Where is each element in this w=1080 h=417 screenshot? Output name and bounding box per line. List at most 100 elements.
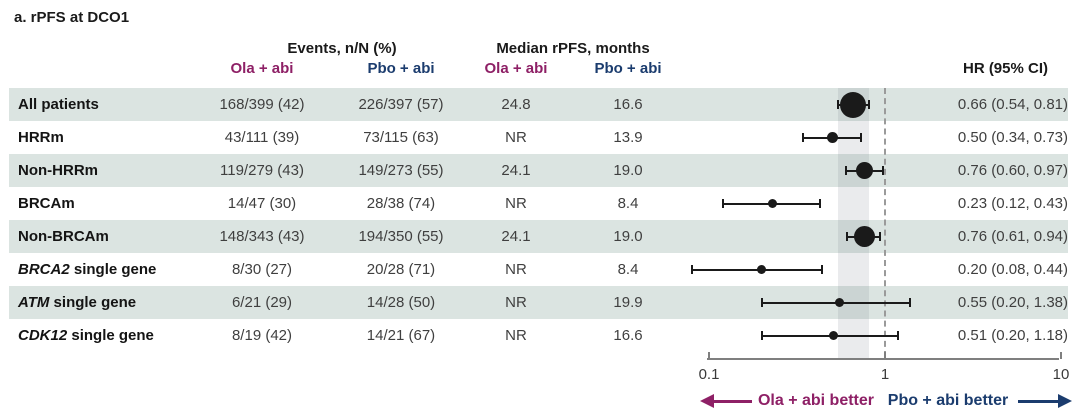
hr-marker	[855, 162, 873, 179]
overall-ci-shaded-band	[837, 88, 869, 360]
ci-cap-low	[836, 100, 839, 109]
events-ola-cell: 168/399 (42)	[219, 96, 305, 113]
events-ola-cell: 8/19 (42)	[231, 327, 293, 344]
ci-cap-low	[844, 166, 847, 175]
row-label: BRCAm	[18, 195, 75, 212]
ci-cap-low	[690, 265, 693, 274]
pbo-better-arrow-icon	[1018, 394, 1072, 408]
table-row-background	[9, 154, 1068, 187]
ci-cap-high	[867, 100, 870, 109]
row-label: ATM single gene	[18, 294, 137, 311]
median-ola-cell: NR	[505, 261, 527, 278]
ola-better-label: Ola + abi better	[757, 392, 875, 409]
ci-cap-low	[760, 331, 763, 340]
median-ola-cell: NR	[505, 294, 527, 311]
left-arrowhead-icon	[700, 394, 714, 408]
row-label: BRCA2 single gene	[18, 261, 157, 278]
median-group-header: Median rPFS, months	[496, 40, 650, 57]
ci-line	[691, 268, 823, 271]
hr-ci-cell: 0.76 (0.61, 0.94)	[957, 228, 1068, 245]
hr-column-header: HR (95% CI)	[962, 60, 1048, 77]
hr-marker	[768, 199, 778, 208]
table-row-background	[9, 88, 1068, 121]
hr-ci-cell: 0.51 (0.20, 1.18)	[957, 327, 1068, 344]
median-pbo-cell: 19.0	[613, 228, 643, 245]
ci-cap-high	[881, 166, 884, 175]
hr-marker	[757, 265, 767, 274]
axis-tick	[884, 352, 886, 359]
ci-cap-low	[846, 232, 849, 241]
gene-name-italic: BRCA2	[18, 261, 70, 278]
table-row-background	[9, 220, 1068, 253]
row-label: HRRm	[18, 129, 64, 146]
gene-name-italic: ATM	[18, 294, 50, 311]
ci-cap-high	[896, 331, 899, 340]
figure-title: a. rPFS at DCO1	[14, 9, 130, 26]
median-ola-cell: 24.1	[501, 228, 531, 245]
hr-ci-cell: 0.76 (0.60, 0.97)	[957, 162, 1068, 179]
events-ola-cell: 43/111 (39)	[224, 129, 300, 146]
right-arrow-shaft	[1018, 399, 1058, 403]
events-ola-cell: 14/47 (30)	[227, 195, 297, 212]
events-pbo-cell: 194/350 (55)	[358, 228, 444, 245]
events-pbo-header: Pbo + abi	[367, 60, 435, 77]
median-ola-cell: NR	[505, 129, 527, 146]
events-pbo-cell: 14/21 (67)	[366, 327, 436, 344]
median-pbo-cell: 16.6	[613, 327, 643, 344]
events-pbo-cell: 14/28 (50)	[366, 294, 436, 311]
hr-ci-cell: 0.66 (0.54, 0.81)	[957, 96, 1068, 113]
median-pbo-cell: 19.9	[613, 294, 643, 311]
hr-marker	[834, 298, 844, 307]
events-ola-cell: 119/279 (43)	[220, 162, 304, 179]
median-pbo-cell: 19.0	[613, 162, 643, 179]
right-arrowhead-icon	[1058, 394, 1072, 408]
hr-ci-cell: 0.20 (0.08, 0.44)	[957, 261, 1068, 278]
ci-cap-low	[760, 298, 763, 307]
events-ola-header: Ola + abi	[230, 60, 294, 77]
ci-cap-high	[859, 133, 862, 142]
events-pbo-cell: 73/115 (63)	[363, 129, 439, 146]
events-pbo-cell: 149/273 (55)	[358, 162, 444, 179]
row-label: All patients	[18, 96, 99, 113]
x-axis-line	[707, 358, 1059, 360]
axis-tick-label: 1	[880, 366, 890, 383]
ci-cap-low	[721, 199, 724, 208]
ola-better-arrow-icon	[700, 394, 752, 408]
median-pbo-cell: 8.4	[617, 261, 639, 278]
hr-marker	[829, 331, 839, 340]
hr-ci-cell: 0.55 (0.20, 1.38)	[957, 294, 1068, 311]
hr-marker	[840, 91, 867, 118]
axis-tick-label: 10	[1052, 366, 1070, 383]
events-pbo-cell: 28/38 (74)	[366, 195, 436, 212]
median-pbo-cell: 8.4	[617, 195, 639, 212]
ci-cap-high	[821, 265, 824, 274]
median-ola-cell: 24.8	[501, 96, 531, 113]
ci-cap-high	[879, 232, 882, 241]
events-pbo-cell: 226/397 (57)	[358, 96, 444, 113]
axis-tick	[1060, 352, 1062, 359]
hr-ci-cell: 0.50 (0.34, 0.73)	[957, 129, 1068, 146]
hr-ci-cell: 0.23 (0.12, 0.43)	[957, 195, 1068, 212]
ci-cap-high	[908, 298, 911, 307]
events-ola-cell: 8/30 (27)	[231, 261, 293, 278]
left-arrow-shaft	[714, 399, 752, 403]
hr-marker	[826, 132, 838, 143]
median-pbo-cell: 16.6	[613, 96, 643, 113]
row-label: Non-BRCAm	[18, 228, 109, 245]
pbo-better-label: Pbo + abi better	[887, 392, 1009, 409]
median-ola-cell: 24.1	[501, 162, 531, 179]
ci-cap-high	[819, 199, 822, 208]
gene-name-italic: CDK12	[18, 327, 68, 344]
median-ola-header: Ola + abi	[484, 60, 548, 77]
row-label: Non-HRRm	[18, 162, 98, 179]
events-ola-cell: 148/343 (43)	[219, 228, 305, 245]
ci-cap-low	[801, 133, 804, 142]
axis-tick-label: 0.1	[698, 366, 720, 383]
hr-marker	[853, 226, 875, 247]
reference-line-hr-1	[884, 88, 886, 357]
axis-tick	[708, 352, 710, 359]
events-group-header: Events, n/N (%)	[287, 40, 397, 57]
median-pbo-header: Pbo + abi	[594, 60, 662, 77]
row-label: CDK12 single gene	[18, 327, 154, 344]
